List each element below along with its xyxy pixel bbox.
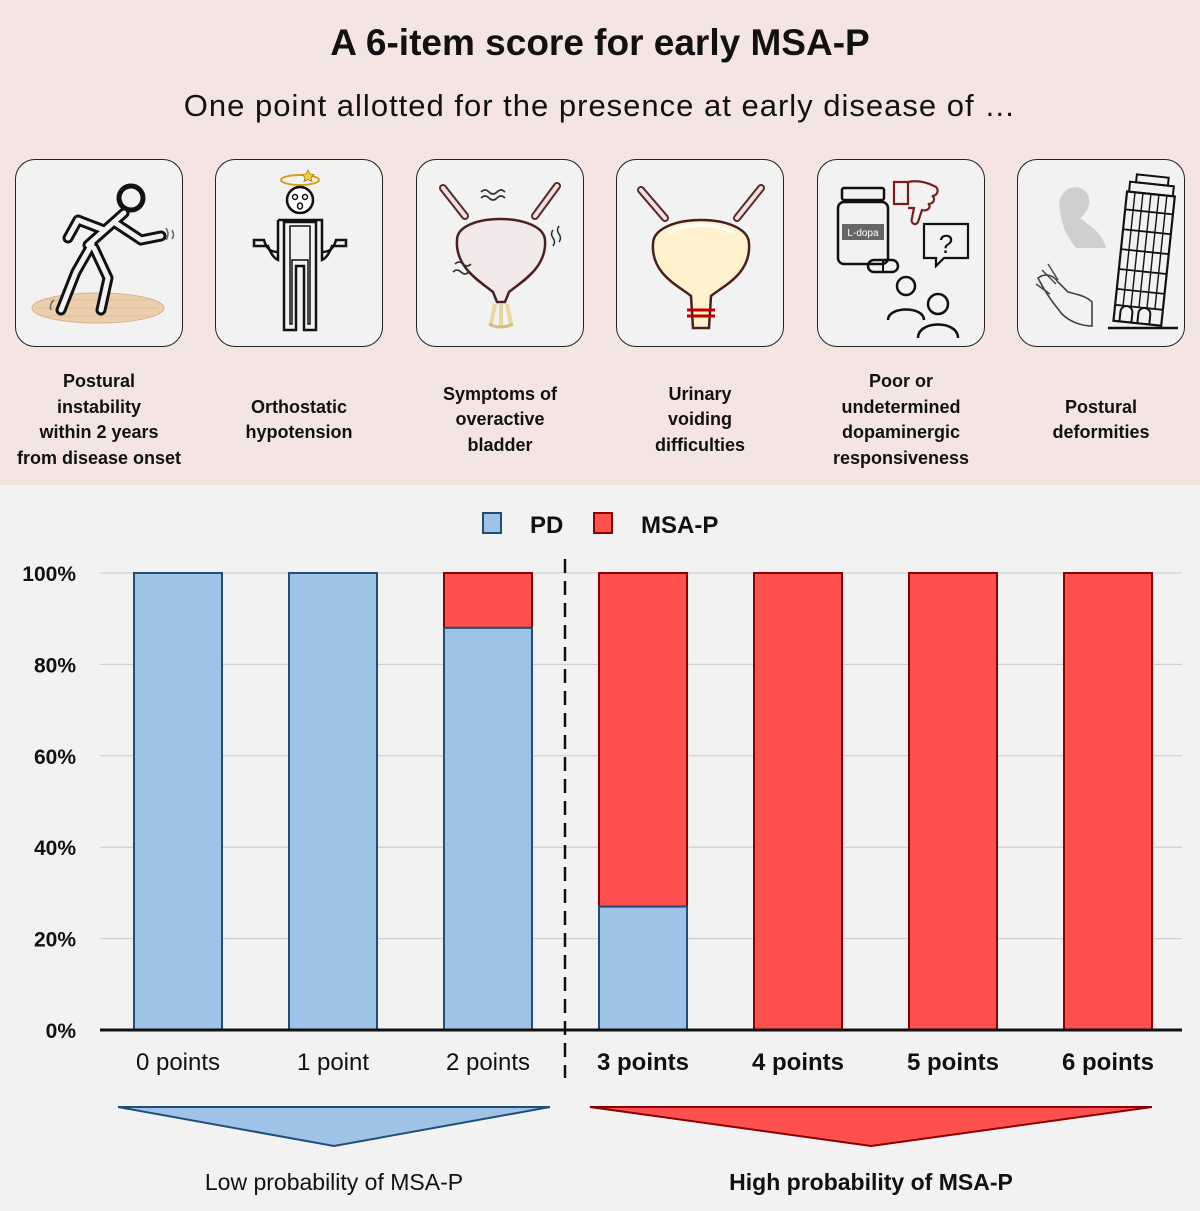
levodopa-response-icon: L-dopa ? (836, 180, 970, 339)
page-title: A 6-item score for early MSA-P (330, 22, 870, 63)
falling-person-icon (31, 183, 175, 324)
item-card-orthostatic-hypotension (215, 159, 383, 347)
retention-bladder-icon (637, 184, 765, 330)
x-axis-labels: 0 points 1 point 2 points 3 points 4 points 5… (136, 1049, 1154, 1076)
high-probability-label: High probability of MSA-P (729, 1169, 1013, 1195)
low-probability-label: Low probability of MSA-P (205, 1169, 463, 1195)
criteria-panel: A 6-item score for early MSA-P One point… (0, 0, 1200, 485)
bar-msa-3 (598, 572, 688, 908)
x-tick-label: 2 points (446, 1049, 530, 1076)
low-probability-arrow (117, 1106, 551, 1148)
item-label-dopaminergic-responsiveness: Poor or undetermined dopaminergic respon… (832, 371, 970, 468)
item-label-orthostatic-hypotension: Orthostatic hypotension (245, 396, 353, 443)
page-subtitle: One point allotted for the presence at e… (183, 88, 1017, 123)
y-axis-ticks: 0% 20% 40% 60% 80% 100% (22, 563, 76, 1043)
high-probability-arrow (589, 1106, 1153, 1148)
x-tick-label: 1 point (297, 1049, 369, 1076)
question-mark-text: ? (939, 229, 953, 259)
y-tick-label: 100% (22, 563, 76, 586)
item-label-voiding-difficulties: Urinary voiding difficulties (654, 383, 745, 455)
bar-msa-4 (753, 572, 843, 1031)
leaning-tower-icon (1035, 173, 1178, 330)
bar-msa-2 (443, 572, 533, 629)
legend-pd-swatch (482, 512, 502, 534)
item-card-dopaminergic-responsiveness: L-dopa ? (817, 159, 985, 347)
bar-msa-5 (908, 572, 998, 1031)
stacked-bar-chart: 0% 20% 40% 60% 80% 100% 0 points 1 point 2 poin… (0, 485, 1200, 1211)
legend-msa-label: MSA-P (641, 512, 718, 539)
legend-pd-label: PD (530, 512, 563, 539)
bar-pd-0 (133, 572, 223, 1031)
legend: PD MSA-P (482, 512, 718, 539)
overactive-bladder-icon (439, 182, 562, 329)
item-label-postural-deformities: Postural deformities (1052, 396, 1150, 443)
y-tick-label: 80% (34, 654, 76, 677)
pill-text: L-dopa (847, 228, 879, 239)
item-card-voiding-difficulties (616, 159, 784, 347)
bar-pd-3 (598, 905, 688, 1031)
item-card-postural-instability (15, 159, 183, 347)
y-tick-label: 60% (34, 746, 76, 769)
y-tick-label: 20% (34, 929, 76, 952)
bar-pd-2 (443, 626, 533, 1031)
y-tick-label: 40% (34, 837, 76, 860)
item-card-postural-deformities (1017, 159, 1185, 347)
y-tick-label: 0% (46, 1020, 77, 1043)
x-tick-label: 0 points (136, 1049, 220, 1076)
legend-msa-swatch (593, 512, 613, 534)
item-card-overactive-bladder (416, 159, 584, 347)
dizzy-person-icon (252, 169, 348, 332)
item-label-postural-instability: Postural instability within 2 years from… (16, 371, 182, 468)
bar-pd-1 (288, 572, 378, 1031)
x-tick-label: 3 points (597, 1049, 689, 1076)
x-tick-label: 5 points (907, 1049, 999, 1076)
x-tick-label: 6 points (1062, 1049, 1154, 1076)
bar-msa-6 (1063, 572, 1153, 1031)
x-tick-label: 4 points (752, 1049, 844, 1076)
bars (133, 572, 1153, 1031)
item-label-overactive-bladder: Symptoms of overactive bladder (442, 383, 557, 455)
